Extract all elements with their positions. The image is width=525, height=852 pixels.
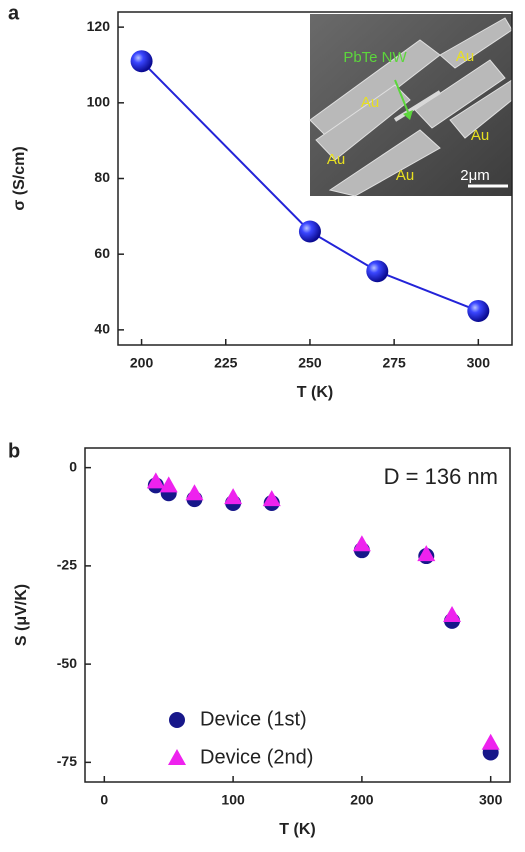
data-point	[224, 488, 243, 505]
data-point	[146, 472, 165, 489]
inset-label: Au	[327, 151, 345, 168]
inset-label: Au	[361, 94, 379, 111]
x-tick-label: 0	[100, 792, 108, 808]
y-tick-label: 80	[94, 169, 110, 185]
data-point	[298, 220, 321, 243]
y-tick-label: 100	[87, 94, 111, 110]
inset-image	[309, 14, 513, 197]
panel-label: b	[8, 440, 20, 462]
data-point	[481, 733, 500, 750]
inset-label: Au	[456, 48, 474, 65]
y-tick-label: -75	[57, 753, 77, 769]
x-tick-label: 275	[382, 355, 406, 371]
x-tick-label: 300	[479, 792, 503, 808]
data-point	[130, 50, 153, 73]
inset-label: PbTe NW	[343, 49, 407, 66]
data-point	[443, 606, 462, 622]
x-tick-label: 250	[298, 355, 322, 371]
y-axis-title: σ (S/cm)	[11, 146, 28, 210]
data-point	[366, 260, 389, 283]
inset-label: Au	[396, 167, 414, 184]
data-point	[417, 545, 436, 562]
panel-label: a	[8, 2, 20, 24]
y-axis-title: S (μV/K)	[13, 584, 30, 646]
y-tick-label: 60	[94, 245, 110, 261]
data-point	[159, 476, 178, 493]
x-axis-title: T (K)	[279, 821, 315, 838]
legend-marker	[168, 749, 186, 765]
inset-label: Au	[471, 127, 489, 144]
legend-label: Device (1st)	[200, 708, 307, 730]
data-point	[262, 490, 281, 507]
y-tick-label: 0	[69, 458, 77, 474]
legend-marker	[169, 712, 185, 728]
y-tick-label: 40	[94, 321, 110, 337]
y-tick-label: 120	[87, 18, 111, 34]
x-tick-label: 200	[130, 355, 154, 371]
data-point	[185, 484, 204, 501]
inset-label: 2μm	[460, 167, 489, 184]
x-tick-label: 100	[221, 792, 245, 808]
plot-frame	[84, 447, 511, 783]
x-tick-label: 200	[350, 792, 374, 808]
y-tick-label: -50	[57, 655, 77, 671]
x-axis-title: T (K)	[297, 384, 333, 401]
x-tick-label: 300	[467, 355, 491, 371]
y-tick-label: -25	[57, 557, 77, 573]
x-tick-label: 225	[214, 355, 238, 371]
data-point	[467, 299, 490, 322]
data-line	[140, 60, 479, 312]
data-point	[352, 535, 371, 552]
legend-label: Device (2nd)	[200, 746, 313, 768]
annotation: D = 136 nm	[384, 464, 498, 489]
